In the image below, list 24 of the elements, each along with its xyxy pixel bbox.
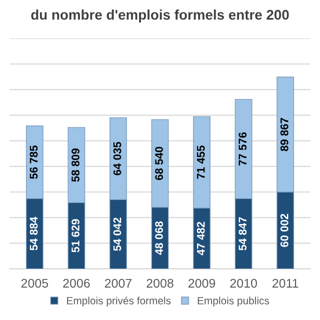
chart-title: du nombre d'emplois formels entre 200 [31,10,289,22]
data-label: 47 482 [196,222,205,256]
data-label: 60 002 [280,214,288,247]
data-label: 77 576 [238,132,247,166]
data-label: 54 884 [30,216,38,250]
data-label: 58 809 [72,148,80,182]
x-tick-label: 2006 [63,278,90,288]
legend-label: Emplois privés formels [67,296,171,306]
data-label: 48 068 [155,221,163,255]
data-label: 64 035 [113,142,122,176]
data-label: 68 540 [155,146,163,180]
x-tick-label: 2005 [21,278,48,288]
x-tick-label: 2009 [188,278,216,288]
legend-label: Emplois publics [198,296,270,306]
data-label: 54 042 [113,218,122,251]
x-tick-label: 2007 [104,278,132,288]
x-tick-label: 2008 [146,278,174,288]
data-label: 56 785 [30,146,38,179]
data-label: 89 867 [280,118,288,152]
data-label: 51 629 [72,219,80,252]
data-label: 54 847 [238,217,247,250]
x-tick-label: 2011 [272,278,298,288]
x-tick-label: 2010 [230,278,257,288]
data-label: 71 455 [197,146,205,179]
